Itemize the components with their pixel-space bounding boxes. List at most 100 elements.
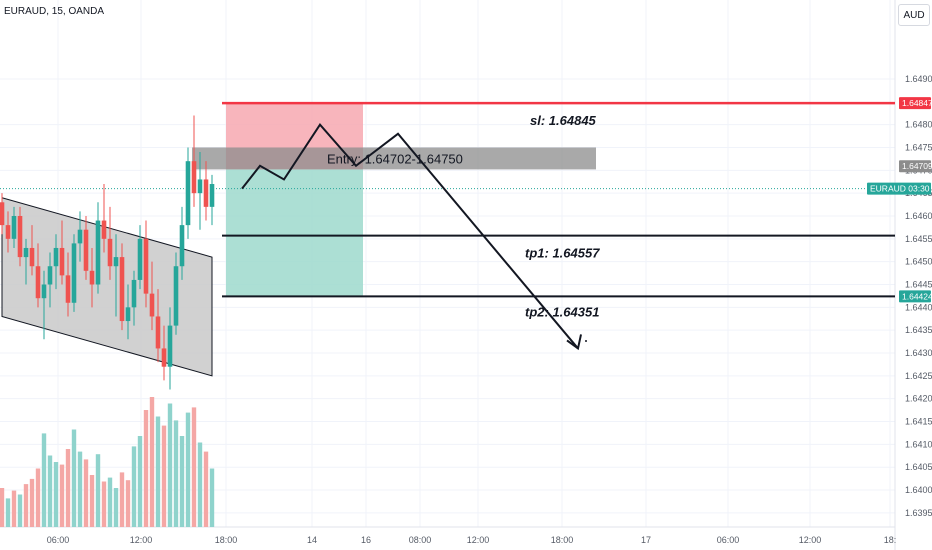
price-tag-gray xyxy=(899,160,931,173)
volume-bar xyxy=(131,446,137,527)
candle-body xyxy=(53,247,59,267)
volume-bar xyxy=(5,498,11,527)
candle-body xyxy=(0,202,5,226)
candle-body xyxy=(209,184,215,207)
volume-bar xyxy=(209,468,215,527)
take-profit-zone xyxy=(226,169,363,297)
candle-body xyxy=(131,279,137,308)
volume-bar xyxy=(17,494,23,527)
x-tick-label: 18:00 xyxy=(215,535,238,545)
volume-bar xyxy=(185,412,191,527)
candle-body xyxy=(77,229,83,244)
candle-body xyxy=(23,247,29,258)
volume-bar xyxy=(47,455,53,527)
candle-body xyxy=(5,225,11,239)
volume-bar xyxy=(71,429,77,527)
symbol-title[interactable]: EURAUD, 15, OANDA xyxy=(4,6,105,17)
candle-body xyxy=(65,275,71,303)
volume-bar xyxy=(101,481,107,527)
y-tick-label: 1.64200 xyxy=(905,394,932,404)
x-tick-label: 18:00 xyxy=(551,535,574,545)
volume-bar xyxy=(65,449,71,527)
candle-body xyxy=(47,266,53,285)
volume-bar xyxy=(203,451,209,527)
volume-bar xyxy=(167,403,173,527)
candle-body xyxy=(191,161,197,194)
entry-zone xyxy=(192,147,596,170)
candle-body xyxy=(95,220,101,285)
candle-body xyxy=(119,257,125,322)
y-tick-label: 1.64000 xyxy=(905,485,932,495)
candle-body xyxy=(89,270,95,285)
projection-path xyxy=(241,122,579,350)
volume-bars xyxy=(0,397,215,527)
candle-body xyxy=(11,215,17,239)
volume-bar xyxy=(191,407,197,527)
candle-body xyxy=(137,238,143,280)
price-tag-label: 1.64424 xyxy=(902,291,932,301)
volume-bar xyxy=(77,451,83,527)
descending-channel xyxy=(1,197,213,377)
y-tick-label: 1.64300 xyxy=(905,348,932,358)
candle-body xyxy=(167,325,173,367)
volume-bar xyxy=(125,480,131,527)
candle-body xyxy=(143,238,149,294)
candle-body xyxy=(125,307,131,322)
y-tick-label: 1.64750 xyxy=(905,142,932,152)
volume-bar xyxy=(41,433,47,527)
candle-body xyxy=(173,266,179,326)
volume-bar xyxy=(173,420,179,527)
candle-body xyxy=(107,238,113,267)
price-tag-label: 1.64847 xyxy=(902,98,932,108)
volume-bar xyxy=(161,425,167,527)
tp2-annotation: tp2: 1.64351 xyxy=(525,304,599,319)
volume-bar xyxy=(0,488,5,527)
volume-bar xyxy=(155,416,161,527)
candles xyxy=(0,115,215,390)
price-tag-tp xyxy=(899,290,931,303)
candle-body xyxy=(17,215,23,258)
candle-body xyxy=(29,247,35,267)
price-tag-label: EURAUD 03:30 xyxy=(870,184,930,194)
volume-bar xyxy=(23,484,29,527)
volume-bar xyxy=(179,436,185,527)
y-tick-label: 1.64100 xyxy=(905,439,932,449)
x-tick-label: 06:00 xyxy=(717,535,740,545)
volume-bar xyxy=(89,475,95,527)
volume-bar xyxy=(95,454,101,527)
candle-body xyxy=(83,229,89,271)
currency-button[interactable]: AUD xyxy=(898,4,930,26)
y-tick-label: 1.64800 xyxy=(905,120,932,130)
price-tag-current xyxy=(867,182,931,195)
x-tick-label: 08:00 xyxy=(409,535,432,545)
y-tick-label: 1.64350 xyxy=(905,325,932,335)
tp1-annotation: tp1: 1.64557 xyxy=(525,246,600,261)
volume-bar xyxy=(119,472,125,527)
x-tick-label: 14 xyxy=(307,535,317,545)
volume-bar xyxy=(143,410,149,527)
y-tick-label: 1.64550 xyxy=(905,234,932,244)
candle-body xyxy=(41,284,47,299)
y-tick-label: 1.64500 xyxy=(905,257,932,267)
volume-bar xyxy=(35,468,41,527)
candle-body xyxy=(197,179,203,194)
y-tick-label: 1.64600 xyxy=(905,211,932,221)
volume-bar xyxy=(11,490,17,527)
x-tick-label: 12:00 xyxy=(130,535,153,545)
projection-arrowhead xyxy=(566,334,582,351)
candle-body xyxy=(71,243,77,303)
volume-bar xyxy=(83,459,89,527)
candle-body xyxy=(203,179,209,207)
price-tag-label: 1.64709 xyxy=(902,161,932,171)
y-tick-label: 1.64150 xyxy=(905,417,932,427)
x-tick-label: 17 xyxy=(641,535,651,545)
candle-body xyxy=(35,266,41,299)
entry-annotation: Entry: 1.64702-1.64750 xyxy=(327,151,463,166)
candle-body xyxy=(155,316,161,349)
sl-annotation: sl: 1.64845 xyxy=(530,113,597,128)
x-tick-label: 18: xyxy=(884,535,897,545)
volume-bar xyxy=(53,462,59,527)
candle-body xyxy=(149,293,155,317)
